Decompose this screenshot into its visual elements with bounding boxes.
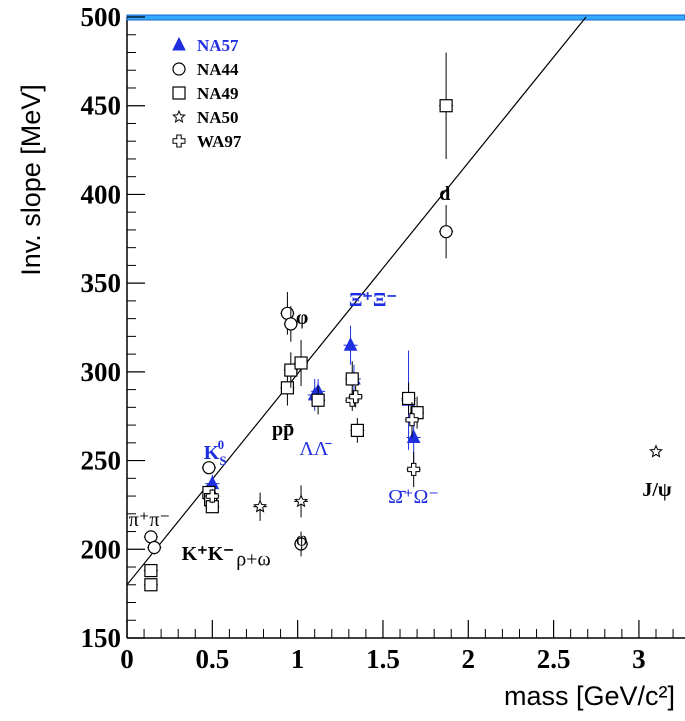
data-point-na49 — [311, 393, 325, 407]
legend-label: NA50 — [197, 108, 239, 127]
y-tick-label: 200 — [81, 534, 122, 564]
particle-label: φ — [296, 529, 308, 551]
data-point-na49 — [345, 372, 359, 386]
data-point-na44 — [202, 461, 216, 475]
legend-item: NA44 — [172, 60, 239, 79]
legend-label: NA44 — [197, 60, 239, 79]
particle-label: d — [439, 183, 450, 205]
series-na50 — [253, 444, 663, 521]
data-point-na57 — [343, 337, 358, 351]
data-point-wa97 — [407, 462, 421, 476]
y-tick-label: 400 — [81, 179, 122, 209]
data-point-na57 — [406, 429, 421, 444]
legend-item: NA57 — [172, 36, 239, 55]
y-axis-title: Inv. slope [MeV] — [16, 84, 46, 276]
legend-item: WA97 — [172, 132, 242, 151]
x-tick-label: 1.5 — [366, 644, 400, 674]
data-point-wa97 — [349, 390, 363, 404]
data-point-na49 — [401, 391, 416, 406]
data-point-na49 — [144, 578, 158, 592]
legend-label: WA97 — [197, 132, 242, 151]
data-point-na49 — [350, 423, 364, 438]
particle-label: Ω̄⁺Ω⁻ — [388, 486, 439, 508]
data-point-wa97 — [205, 489, 219, 503]
top-frame-bar — [126, 14, 685, 21]
data-point-na44 — [439, 225, 453, 239]
particle-label: π⁺π⁻ — [129, 509, 170, 531]
axis-ticks — [126, 16, 674, 639]
legend-item: NA50 — [172, 108, 239, 127]
y-tick-label: 150 — [81, 623, 122, 653]
data-point-wa97 — [405, 413, 419, 427]
y-tick-label: 250 — [81, 446, 122, 476]
data-point-na49 — [294, 356, 308, 370]
x-tick-label: 1 — [291, 644, 305, 674]
particle-label: ρ+ω — [236, 548, 270, 570]
data-points — [143, 52, 663, 592]
data-point-na50 — [294, 494, 309, 508]
legend-label: NA57 — [197, 36, 239, 55]
x-tick-label: 0.5 — [195, 644, 229, 674]
data-point-na49 — [284, 363, 298, 377]
x-tick-label: 2 — [462, 644, 476, 674]
y-tick-label: 500 — [81, 2, 122, 32]
legend: NA57 NA44 NA49 NA50 WA97 — [172, 36, 242, 151]
series-na57 — [205, 325, 421, 493]
data-point-na49 — [280, 381, 295, 395]
series-na44 — [143, 205, 454, 557]
legend-label: NA49 — [197, 84, 239, 103]
x-tick-label: 2.5 — [537, 644, 571, 674]
particle-label: φ — [296, 307, 308, 329]
series-wa97 — [205, 386, 421, 504]
legend-item: NA49 — [172, 84, 239, 103]
particle-label: ΛΛ̄ — [299, 438, 332, 460]
legend-marker — [172, 109, 186, 123]
particle-annotations: KS0 Ξ̄⁺Ξ⁻ d pp̄ΛΛ̄ Ω̄⁺Ω⁻ J/ψ π⁺π⁻ K⁺K⁻ ρ+ω φ φ — [129, 183, 672, 571]
legend-marker — [172, 36, 186, 51]
data-point-na49 — [144, 563, 158, 578]
data-point-na44 — [294, 537, 308, 551]
y-tick-label: 300 — [81, 357, 122, 387]
particle-label: Ξ̄⁺Ξ⁻ — [349, 289, 397, 311]
particle-label: K⁺K⁻ — [182, 543, 234, 565]
y-tick-label: 450 — [81, 91, 122, 121]
x-tick-label: 0 — [120, 644, 134, 674]
data-point-na50 — [649, 444, 663, 458]
y-tick-label: 350 — [81, 268, 122, 298]
x-axis-title: mass [GeV/c²] — [504, 681, 675, 711]
particle-label: KS0 — [204, 437, 227, 468]
data-point-na44 — [147, 540, 161, 555]
legend-marker — [172, 134, 186, 148]
particle-label: pp̄ — [272, 419, 294, 441]
data-point-na49 — [439, 99, 453, 113]
particle-label: J/ψ — [642, 479, 672, 501]
axis-tick-labels: 0 0.5 1 1.5 2 2.5 3 150 200 250 300 350 400 450 500 — [81, 2, 646, 674]
x-tick-label: 3 — [632, 644, 646, 674]
legend-marker — [172, 62, 186, 76]
data-point-na50 — [253, 499, 268, 513]
data-point-na44 — [284, 317, 298, 331]
legend-marker — [172, 86, 186, 100]
